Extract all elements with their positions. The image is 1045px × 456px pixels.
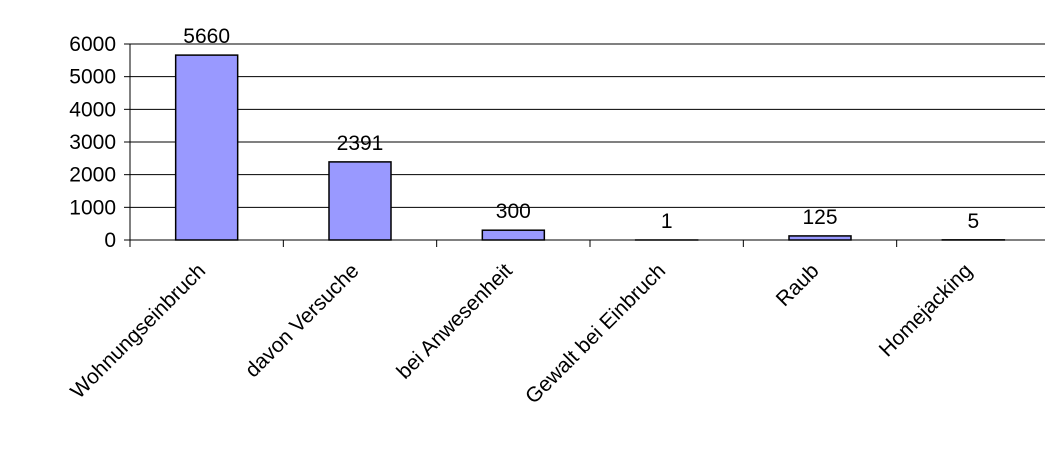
- y-tick-label: 4000: [69, 98, 116, 121]
- data-label: 125: [802, 206, 837, 229]
- y-tick-label: 0: [104, 229, 116, 252]
- data-label: 300: [496, 200, 531, 223]
- gridlines: [130, 43, 1045, 208]
- x-category-label: Homejacking: [875, 259, 977, 361]
- y-tick-label: 1000: [69, 196, 116, 219]
- data-label: 2391: [337, 132, 384, 155]
- data-label: 5660: [183, 25, 230, 48]
- y-tick-label: 6000: [69, 33, 116, 56]
- x-category-labels: Wohnungseinbruch davon Versuche bei Anwese…: [66, 259, 977, 408]
- bar: [328, 161, 392, 241]
- data-label: 1: [661, 210, 673, 233]
- x-category-label: Gewalt bei Einbruch: [521, 259, 670, 408]
- bar: [481, 229, 546, 241]
- y-tick-label: 3000: [69, 131, 116, 154]
- y-tick-label: 2000: [69, 164, 116, 187]
- y-tick-label: 5000: [69, 66, 116, 89]
- bar: [788, 235, 852, 241]
- axes: [124, 43, 1045, 247]
- x-category-label: Raub: [772, 259, 824, 311]
- x-category-label: bei Anwesenheit: [392, 259, 517, 384]
- bars: [174, 54, 1006, 241]
- x-category-label: Wohnungseinbruch: [66, 259, 210, 403]
- data-labels: 5660 2391 300 1 125 5: [183, 25, 979, 233]
- bar: [174, 54, 239, 241]
- data-label: 5: [967, 210, 979, 233]
- y-tick-labels: 0 1000 2000 3000 4000 5000 6000: [69, 33, 116, 252]
- x-category-label: davon Versuche: [241, 259, 364, 382]
